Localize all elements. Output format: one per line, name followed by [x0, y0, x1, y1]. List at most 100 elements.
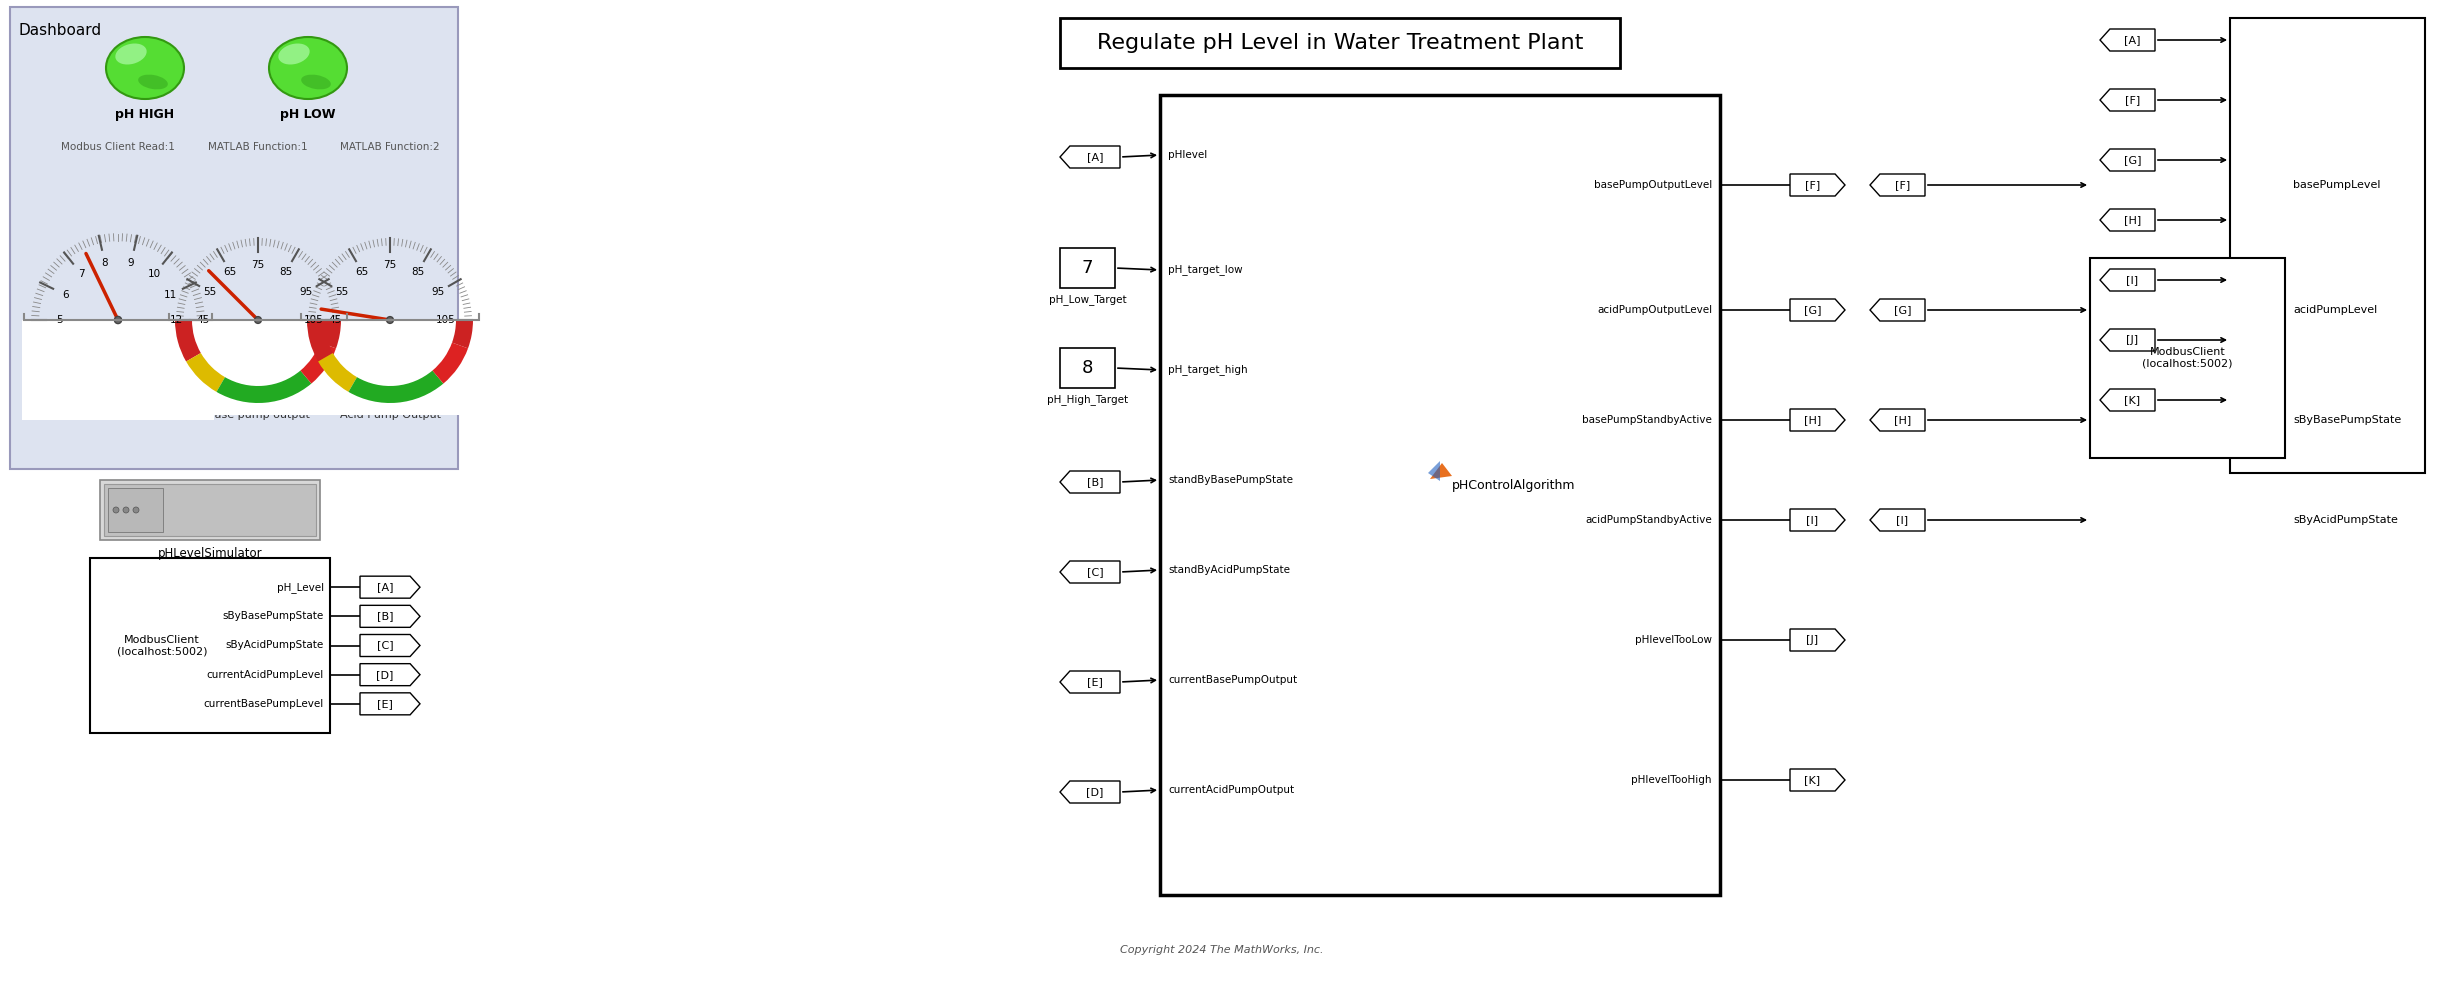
Circle shape	[254, 316, 262, 323]
Text: 8: 8	[103, 258, 108, 268]
Text: 95: 95	[430, 288, 445, 298]
Text: sByAcidPumpState: sByAcidPumpState	[225, 640, 325, 650]
Text: 55: 55	[203, 288, 218, 298]
Text: MATLAB Function:1: MATLAB Function:1	[208, 142, 308, 152]
Wedge shape	[306, 320, 474, 405]
Text: pH_Level: pH_Level	[276, 581, 325, 592]
Polygon shape	[2100, 329, 2154, 351]
Text: basePumpStandbyActive: basePumpStandbyActive	[1582, 415, 1711, 425]
Text: 45: 45	[196, 315, 210, 325]
Ellipse shape	[301, 75, 330, 89]
Polygon shape	[2100, 389, 2154, 411]
Polygon shape	[2100, 149, 2154, 171]
Circle shape	[112, 507, 120, 513]
Wedge shape	[320, 320, 340, 349]
Bar	[2230, 18, 2425, 473]
Text: pH_High_Target: pH_High_Target	[1046, 395, 1127, 406]
Bar	[1061, 248, 1115, 288]
Text: [K]: [K]	[1804, 775, 1822, 785]
Bar	[2090, 258, 2286, 458]
Polygon shape	[1790, 409, 1846, 431]
Bar	[100, 480, 320, 540]
Text: sByAcidPumpState: sByAcidPumpState	[2293, 515, 2399, 525]
Text: [K]: [K]	[2125, 395, 2139, 405]
Text: pH_Low_Target: pH_Low_Target	[1049, 295, 1127, 305]
Text: [D]: [D]	[1086, 787, 1103, 797]
Text: Modbus Client Read:1: Modbus Client Read:1	[61, 142, 176, 152]
Text: 105: 105	[303, 315, 323, 325]
Text: [A]: [A]	[2125, 35, 2142, 45]
Text: Regulate pH Level in Water Treatment Plant: Regulate pH Level in Water Treatment Pla…	[1098, 33, 1584, 53]
Text: 75: 75	[252, 260, 264, 270]
Text: currentAcidPumpOutput: currentAcidPumpOutput	[1169, 785, 1293, 795]
Circle shape	[115, 316, 122, 324]
Wedge shape	[174, 320, 342, 405]
Text: pH_target_high: pH_target_high	[1169, 364, 1247, 375]
Polygon shape	[1061, 561, 1120, 583]
Bar	[298, 320, 482, 415]
Bar	[1061, 18, 1621, 68]
Text: 55: 55	[335, 288, 350, 298]
Text: [H]: [H]	[1804, 415, 1822, 425]
Text: currentBasePumpOutput: currentBasePumpOutput	[1169, 675, 1298, 685]
Text: 7: 7	[78, 269, 86, 279]
Bar	[1061, 348, 1115, 388]
Text: [E]: [E]	[1088, 677, 1103, 687]
Polygon shape	[1790, 629, 1846, 651]
Text: [F]: [F]	[1895, 180, 1910, 190]
Text: 65: 65	[357, 267, 369, 277]
Wedge shape	[433, 343, 467, 384]
Text: [G]: [G]	[1804, 305, 1822, 315]
Text: [C]: [C]	[377, 640, 394, 650]
Text: [A]: [A]	[377, 582, 394, 592]
Text: [F]: [F]	[2125, 95, 2139, 105]
Polygon shape	[1870, 409, 1924, 431]
Wedge shape	[301, 343, 335, 384]
Text: pHlevelTooHigh: pHlevelTooHigh	[1631, 775, 1711, 785]
Text: [J]: [J]	[1807, 635, 1819, 645]
Text: Acid Pump Output: Acid Pump Output	[340, 410, 440, 420]
Wedge shape	[169, 320, 347, 409]
Text: 65: 65	[225, 267, 237, 277]
Text: [H]: [H]	[2125, 215, 2142, 225]
Text: pHlevelTooLow: pHlevelTooLow	[1636, 635, 1712, 645]
Text: standByAcidPumpState: standByAcidPumpState	[1169, 565, 1291, 575]
Polygon shape	[2100, 29, 2154, 51]
Wedge shape	[24, 320, 213, 414]
Text: 105: 105	[435, 315, 455, 325]
Text: pH HIGH: pH HIGH	[115, 107, 174, 121]
Text: pH LOW: pH LOW	[281, 107, 335, 121]
Text: 75: 75	[384, 260, 396, 270]
Text: [I]: [I]	[2127, 275, 2139, 285]
Text: sByBasePumpState: sByBasePumpState	[2293, 415, 2401, 425]
Wedge shape	[308, 320, 333, 361]
Wedge shape	[318, 353, 357, 392]
Bar	[105, 484, 315, 536]
Ellipse shape	[139, 75, 169, 89]
Text: 5: 5	[56, 315, 64, 325]
Wedge shape	[301, 320, 479, 409]
Polygon shape	[1061, 471, 1120, 493]
Polygon shape	[2100, 209, 2154, 231]
Text: [C]: [C]	[1086, 567, 1103, 577]
Text: 85: 85	[411, 267, 425, 277]
Text: 10: 10	[147, 269, 161, 279]
Text: [I]: [I]	[1807, 515, 1819, 525]
Text: pHlevel: pHlevel	[1169, 150, 1208, 160]
Polygon shape	[359, 576, 421, 598]
Text: [A]: [A]	[1086, 152, 1103, 162]
Circle shape	[132, 507, 139, 513]
Bar	[90, 558, 330, 733]
Text: acidPumpLevel: acidPumpLevel	[2293, 305, 2377, 315]
Text: sByBasePumpState: sByBasePumpState	[222, 612, 325, 622]
Text: currentAcidPumpLevel: currentAcidPumpLevel	[208, 670, 325, 680]
Polygon shape	[1061, 781, 1120, 803]
Text: MATLAB Function:2: MATLAB Function:2	[340, 142, 440, 152]
Polygon shape	[1870, 174, 1924, 196]
Polygon shape	[1061, 671, 1120, 693]
Wedge shape	[186, 353, 225, 392]
Wedge shape	[176, 320, 200, 361]
Bar	[1159, 95, 1719, 895]
Text: acidPumpStandbyActive: acidPumpStandbyActive	[1584, 515, 1712, 525]
Ellipse shape	[279, 43, 311, 65]
